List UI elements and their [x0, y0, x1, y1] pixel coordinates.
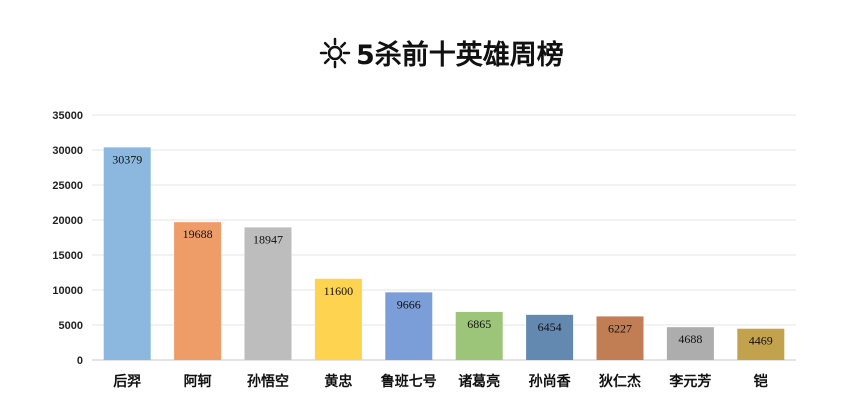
y-tick-label: 25000 [52, 180, 83, 192]
category-label: 后羿 [113, 373, 141, 390]
data-labels: 30379 19688 18947 11600 9666 6865 6454 6227 4688… [112, 152, 773, 347]
category-label: 鲁班七号 [380, 373, 437, 390]
y-tick-label: 35000 [52, 110, 83, 122]
category-labels: 后羿 阿轲 孙悟空 黄忠 鲁班七号 诸葛亮 孙尚香 狄仁杰 李元芳 铠 [113, 373, 768, 390]
category-label: 李元芳 [668, 373, 711, 390]
bar [526, 314, 574, 360]
sun-icon-ray [323, 41, 330, 48]
bar [455, 311, 503, 360]
bar [666, 327, 714, 360]
bar [596, 316, 644, 360]
bar [314, 278, 362, 360]
sun-icon-ray [340, 41, 347, 48]
data-label: 19688 [183, 227, 213, 241]
category-label: 狄仁杰 [598, 373, 641, 390]
data-label: 9666 [397, 297, 421, 311]
data-label: 30379 [112, 152, 142, 166]
category-label: 黄忠 [324, 373, 352, 390]
y-tick-label: 0 [77, 355, 83, 367]
sun-icon-core [327, 45, 343, 61]
y-tick-label: 15000 [52, 250, 83, 262]
sun-icon [319, 37, 351, 69]
chart-title-group: 5杀前十英雄周榜 [319, 37, 564, 71]
y-tick-label: 10000 [52, 285, 83, 297]
sun-icon-ray [340, 58, 347, 65]
data-label: 4688 [678, 332, 702, 346]
data-label: 6865 [467, 317, 491, 331]
category-label: 铠 [754, 373, 768, 390]
data-label: 18947 [253, 232, 283, 246]
data-label: 6227 [608, 321, 632, 335]
bar [174, 222, 222, 360]
bar [385, 292, 433, 360]
bars [103, 147, 785, 360]
bar [737, 328, 785, 360]
data-label: 11600 [324, 284, 354, 298]
data-label: 6454 [538, 320, 562, 334]
y-tick-label: 20000 [52, 215, 83, 227]
category-label: 阿轲 [184, 373, 212, 390]
category-label: 孙悟空 [247, 373, 289, 390]
sun-icon-ray [323, 58, 330, 65]
category-label: 孙尚香 [529, 373, 572, 390]
chart-title: 5杀前十英雄周榜 [356, 39, 564, 71]
y-tick-label: 5000 [59, 320, 83, 332]
category-label: 诸葛亮 [458, 373, 500, 390]
bar [103, 147, 151, 360]
bar [244, 227, 292, 360]
data-label: 4469 [749, 334, 773, 348]
y-tick-label: 30000 [52, 145, 83, 157]
